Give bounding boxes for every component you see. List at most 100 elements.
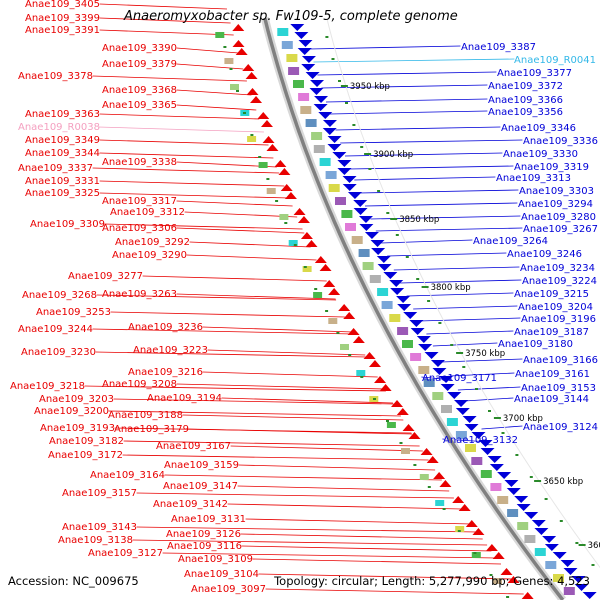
forward-gene-arrow: [489, 464, 504, 471]
gene-label: Anae109_3172: [48, 450, 123, 461]
reverse-gene-arrow: [402, 424, 415, 431]
backbone-tick-label: 3600 kbp: [588, 541, 600, 551]
gene-label: Anae109_3126: [166, 529, 241, 540]
forward-gene-arrow: [440, 384, 455, 391]
reverse-gene-arrow: [343, 312, 356, 319]
gene-label: Anae109_3196: [521, 314, 596, 325]
gene-category-block: [302, 266, 312, 272]
minor-tick: [399, 442, 403, 444]
forward-gene-arrow: [462, 416, 477, 423]
gene-label: Anae109_3116: [167, 541, 242, 552]
gene-label: Anae109_3264: [473, 236, 548, 247]
leader-line: [419, 317, 521, 322]
gene-category-block: [441, 405, 452, 413]
gene-labels: Anae109_3405Anae109_3399Anae109_3391Anae…: [10, 0, 598, 595]
forward-gene-arrow: [432, 368, 447, 375]
leader-line: [325, 98, 488, 103]
gene-label: Anae109_3399: [25, 13, 100, 24]
gene-category-block: [345, 223, 356, 231]
gene-category-block: [524, 535, 536, 543]
reverse-gene-arrow: [284, 192, 297, 199]
leader-line: [237, 485, 450, 492]
gene-label: Anae109_3147: [163, 481, 238, 492]
leader-line: [258, 573, 513, 580]
gene-category-block: [423, 379, 435, 387]
forward-gene-arrow: [371, 248, 386, 255]
minor-tick: [377, 190, 381, 192]
minor-tick: [373, 398, 376, 400]
genome-backbone: [263, 17, 565, 600]
forward-gene-arrow: [322, 120, 337, 127]
leader-line: [387, 252, 507, 257]
gene-label: Anae109_3337: [18, 163, 93, 174]
forward-gene-arrow: [542, 536, 557, 543]
leader-line: [202, 326, 353, 333]
forward-gene-arrow: [552, 552, 567, 559]
forward-gene-arrow: [327, 144, 342, 151]
reverse-gene-arrow: [278, 168, 291, 175]
minor-tick: [368, 168, 372, 170]
gene-category-block: [389, 314, 401, 322]
forward-gene-arrow: [342, 184, 357, 191]
minor-tick: [336, 332, 340, 334]
forward-gene-arrow: [347, 192, 362, 199]
gene-label: Anae109_3387: [461, 42, 536, 53]
gene-label: Anae109_3153: [521, 383, 596, 394]
gene-label: Anae109_3159: [164, 460, 239, 471]
reverse-gene-arrow: [352, 336, 365, 343]
gene-label: Anae109_3313: [496, 173, 571, 184]
gene-category-block: [230, 84, 239, 90]
minor-tick: [501, 432, 505, 434]
leader-line: [349, 165, 514, 170]
leader-line: [359, 189, 519, 194]
minor-tick: [284, 222, 288, 224]
leader-line: [207, 349, 366, 356]
backbone-tick-label: 3750 kbp: [465, 349, 505, 359]
gene-category-block: [517, 522, 529, 530]
gene-category-block: [266, 188, 276, 194]
gene-label: Anae109_3338: [102, 157, 177, 168]
gene-category-block: [319, 158, 331, 166]
leader-line: [240, 533, 483, 540]
forward-gene-arrow: [301, 64, 316, 71]
reverse-gene-arrow: [374, 376, 387, 383]
minor-tick: [395, 234, 399, 236]
forward-gene-arrow: [327, 136, 342, 143]
gene-label: Anae109_3180: [498, 339, 573, 350]
reverse-gene-arrow: [452, 496, 465, 503]
forward-gene-arrow: [487, 456, 502, 463]
forward-gene-arrow: [396, 296, 411, 303]
gene-label: Anae109_3390: [102, 43, 177, 54]
minor-tick: [243, 112, 246, 114]
minor-tick: [506, 596, 510, 598]
gene-label: Anae109_3157: [62, 488, 137, 499]
gene-label: Anae109_3391: [25, 25, 100, 36]
forward-gene-arrow: [353, 200, 368, 207]
gene-category-block: [293, 80, 304, 88]
forward-gene-arrow: [383, 272, 398, 279]
minor-tick: [250, 134, 254, 136]
leader-line: [164, 474, 442, 481]
leader-line: [176, 63, 244, 70]
minor-tick: [457, 530, 461, 532]
gene-category-block: [325, 171, 337, 179]
leader-line: [99, 17, 231, 24]
forward-gene-arrow: [359, 224, 374, 231]
minor-tick: [515, 454, 519, 456]
leader-line: [184, 211, 298, 218]
reverse-gene-arrow: [242, 64, 255, 71]
gene-label: Anae109_3405: [25, 0, 100, 10]
gene-category-block: [351, 236, 363, 244]
leader-line: [99, 139, 269, 146]
gene-label: Anae109_3204: [518, 302, 593, 313]
gene-label: Anae109_3182: [49, 436, 124, 447]
reverse-gene-arrow: [319, 264, 332, 271]
gene-label: Anae109_3344: [25, 148, 100, 159]
gene-label: Anae109_3104: [184, 569, 259, 580]
reverse-gene-arrow: [297, 216, 310, 223]
leader-line: [245, 518, 473, 525]
forward-gene-arrow: [464, 424, 479, 431]
gene-label: Anae109_3325: [25, 188, 100, 199]
leader-line: [176, 383, 385, 390]
